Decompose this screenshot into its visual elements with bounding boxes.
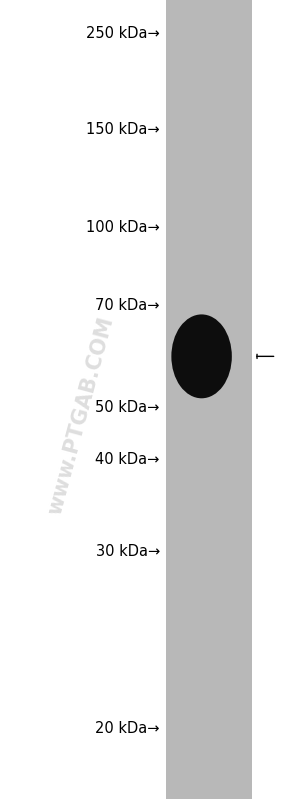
Text: www.PTGAB.COM: www.PTGAB.COM (45, 314, 117, 517)
Text: 100 kDa→: 100 kDa→ (86, 221, 160, 235)
Text: 150 kDa→: 150 kDa→ (86, 122, 160, 137)
Text: 70 kDa→: 70 kDa→ (95, 298, 160, 312)
Text: 40 kDa→: 40 kDa→ (95, 452, 160, 467)
Text: 50 kDa→: 50 kDa→ (95, 400, 160, 415)
Text: 250 kDa→: 250 kDa→ (86, 26, 160, 41)
Text: 20 kDa→: 20 kDa→ (95, 721, 160, 736)
Bar (166, 0, 252, 799)
Text: 30 kDa→: 30 kDa→ (96, 544, 160, 559)
Ellipse shape (171, 314, 232, 398)
